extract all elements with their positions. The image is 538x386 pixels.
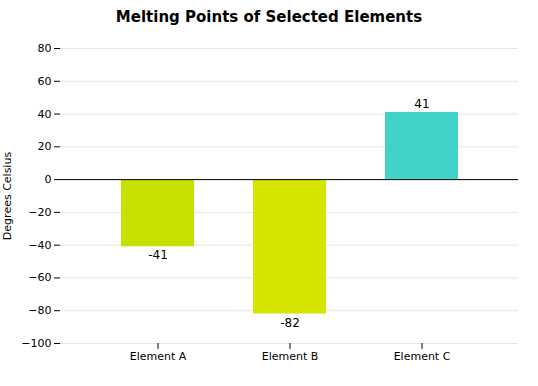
svg-text:-82: -82 [280, 316, 300, 330]
html-text:Melting Points of Selected Ele: Melting Points of Selected Elements [115, 8, 423, 26]
svg-text:−60: −60 [28, 271, 51, 284]
svg-text:Element A: Element A [130, 350, 187, 363]
svg-text:−100: −100 [21, 337, 51, 350]
svg-text:−40: −40 [28, 239, 51, 252]
svg-text:40: 40 [38, 108, 52, 121]
svg-text:-41: -41 [148, 248, 168, 262]
svg-text:Element B: Element B [262, 350, 319, 363]
svg-text:−20: −20 [28, 206, 51, 219]
svg-text:−80: −80 [28, 304, 51, 317]
svg-text:80: 80 [38, 42, 52, 55]
svg-text:60: 60 [38, 75, 52, 88]
svg-text:0: 0 [45, 173, 52, 186]
svg-text:Element C: Element C [394, 350, 451, 363]
svg-text:41: 41 [414, 97, 429, 111]
svg-text:Degrees Celsius: Degrees Celsius [1, 152, 14, 241]
svg-text:20: 20 [38, 140, 52, 153]
